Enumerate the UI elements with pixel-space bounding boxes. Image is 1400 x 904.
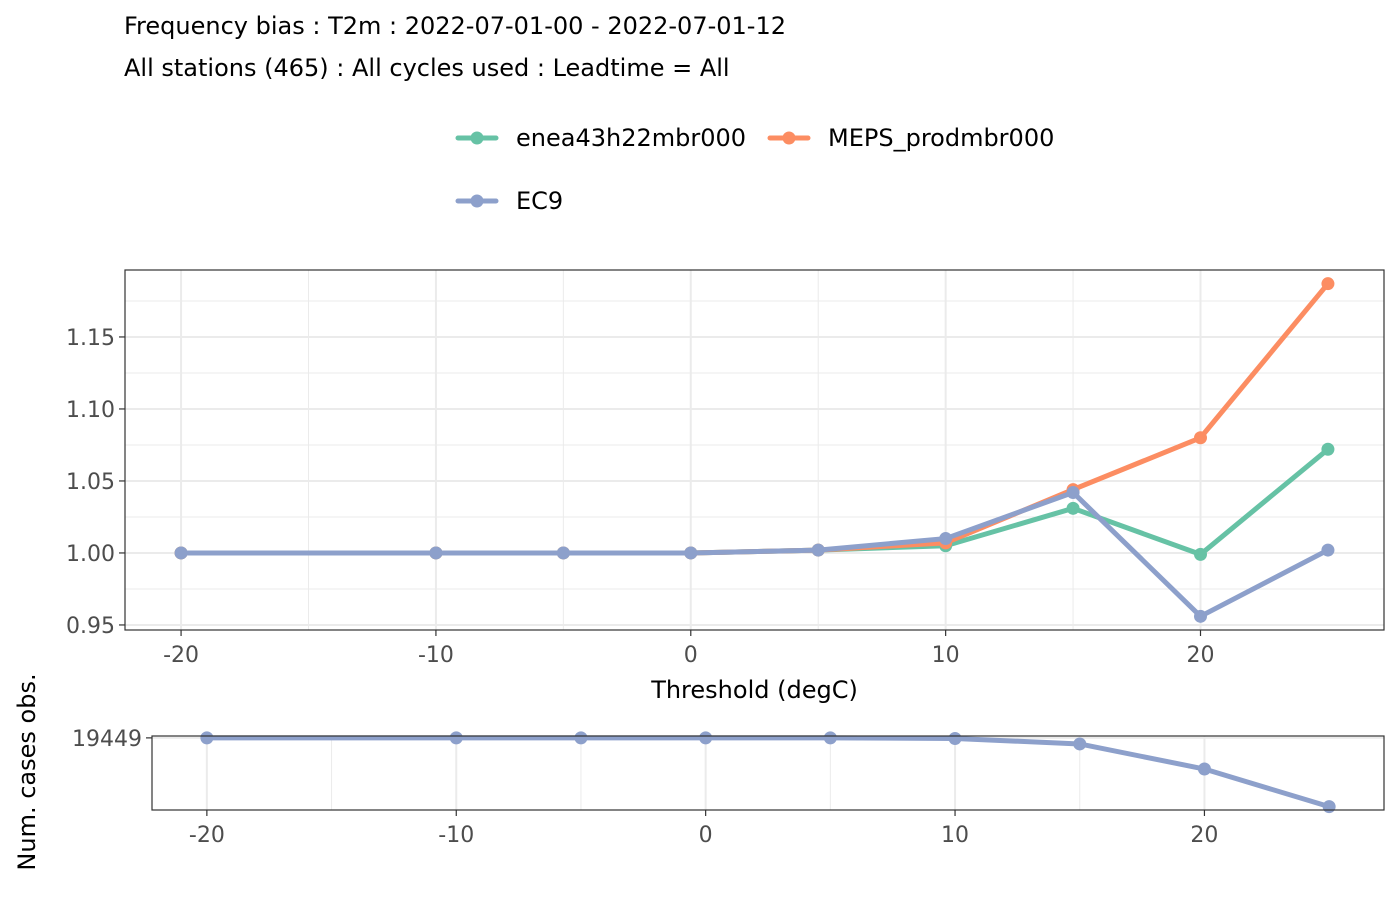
data-point-MEPS_prodmbr000-25 bbox=[1321, 277, 1335, 291]
y-tick-label: 1.00 bbox=[66, 542, 115, 567]
legend-label-EC9: EC9 bbox=[516, 187, 563, 215]
data-point-EC9-15 bbox=[1073, 737, 1087, 751]
y-tick-label: 1.10 bbox=[66, 398, 115, 423]
y-axis-title: Num. cases obs. bbox=[13, 673, 41, 870]
y-tick-label: 19449 bbox=[72, 727, 142, 752]
data-point-EC9-20 bbox=[1194, 609, 1208, 623]
x-tick-label: 10 bbox=[941, 823, 969, 848]
x-tick-label: 20 bbox=[1187, 643, 1215, 668]
data-point-EC9-15 bbox=[1066, 485, 1080, 499]
main-panel: -20 -10 0 10 20 0.95 1.00 1.05 1.10 1.15 Threshold… bbox=[66, 269, 1385, 704]
y-tick-label: 1.05 bbox=[66, 470, 115, 495]
panel-border bbox=[124, 269, 1385, 631]
x-tick-label: 0 bbox=[699, 823, 713, 848]
x-tick-label: -20 bbox=[189, 823, 225, 848]
legend-label-MEPS_prodmbr000: MEPS_prodmbr000 bbox=[828, 124, 1054, 152]
data-point-EC9-5 bbox=[823, 731, 837, 745]
x-tick-label: 10 bbox=[932, 643, 960, 668]
x-tick-label: 20 bbox=[1190, 823, 1218, 848]
data-point-enea43h22mbr000-15 bbox=[1066, 501, 1080, 515]
series-line-enea43h22mbr000 bbox=[178, 446, 1331, 557]
data-point-EC9--20 bbox=[174, 546, 188, 560]
count-panel: -20 -10 0 10 20 19449 Num. cases obs. bbox=[13, 673, 1385, 871]
x-tick-label: -10 bbox=[418, 643, 454, 668]
series-line-EC9 bbox=[204, 735, 1332, 810]
x-tick-label: -10 bbox=[438, 823, 474, 848]
data-point-MEPS_prodmbr000-20 bbox=[1194, 431, 1208, 445]
x-tick-label: 0 bbox=[684, 643, 698, 668]
data-point-enea43h22mbr000-25 bbox=[1321, 442, 1335, 456]
x-tick-label: -20 bbox=[163, 643, 199, 668]
series-line-EC9 bbox=[178, 489, 1331, 619]
series-line-MEPS_prodmbr000 bbox=[178, 281, 1331, 556]
y-tick-label: 1.15 bbox=[66, 326, 115, 351]
data-point-EC9--5 bbox=[574, 731, 588, 745]
data-point-EC9--10 bbox=[449, 731, 463, 745]
chart-title: Frequency bias : T2m : 2022-07-01-00 - 2… bbox=[124, 12, 786, 40]
legend-label-enea43h22mbr000: enea43h22mbr000 bbox=[516, 124, 746, 152]
data-point-EC9--20 bbox=[200, 731, 214, 745]
data-point-EC9-0 bbox=[684, 546, 698, 560]
chart-subtitle: All stations (465) : All cycles used : L… bbox=[124, 54, 730, 82]
data-point-enea43h22mbr000-20 bbox=[1194, 547, 1208, 561]
legend: enea43h22mbr000 MEPS_prodmbr000 EC9 bbox=[455, 124, 1054, 215]
legend-key-point-EC9 bbox=[470, 194, 484, 208]
y-tick-label: 0.95 bbox=[66, 614, 115, 639]
data-point-EC9-0 bbox=[699, 731, 713, 745]
x-axis-title: Threshold (degC) bbox=[650, 676, 858, 704]
legend-key-point-enea43h22mbr000 bbox=[470, 131, 484, 145]
data-point-EC9-25 bbox=[1322, 800, 1336, 814]
data-point-EC9-25 bbox=[1321, 543, 1335, 557]
data-point-EC9--10 bbox=[429, 546, 443, 560]
data-point-EC9-10 bbox=[939, 532, 953, 546]
panel-border bbox=[151, 735, 1385, 811]
legend-key-point-MEPS_prodmbr000 bbox=[782, 131, 796, 145]
data-point-EC9--5 bbox=[556, 546, 570, 560]
data-point-EC9-5 bbox=[811, 543, 825, 557]
data-point-EC9-20 bbox=[1197, 762, 1211, 776]
data-point-EC9-10 bbox=[948, 732, 962, 746]
